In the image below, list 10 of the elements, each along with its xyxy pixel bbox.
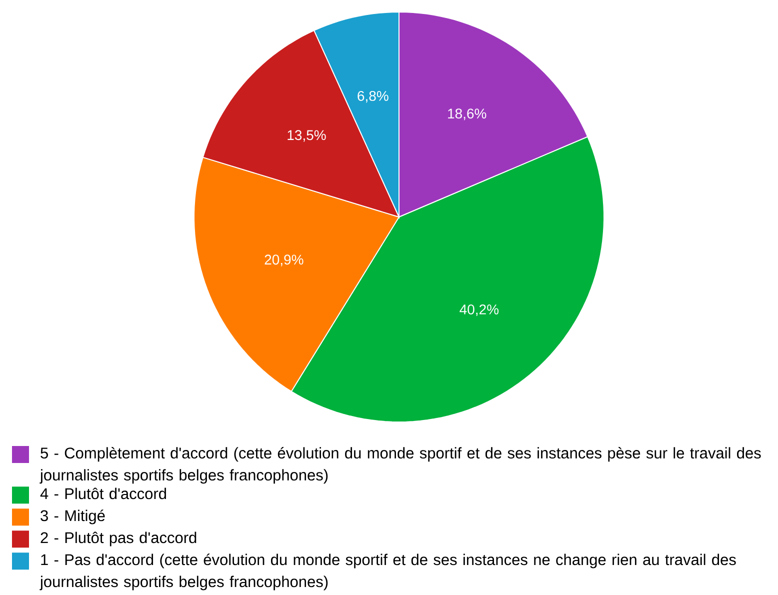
legend-label: 3 - Mitigé <box>40 510 105 524</box>
data-label: 18,6% <box>448 108 486 120</box>
data-label: 40,2% <box>460 304 499 316</box>
legend-label: 2 - Plutôt pas d'accord <box>40 532 196 546</box>
data-label: 13,5% <box>288 130 326 142</box>
legend-label: 5 - Complètement d'accord (cette évolution du monde sportif et de ses instances pèse sur le travail des journalistes sportifs belges francophones) <box>40 446 761 484</box>
legend-label: 4 - Plutôt d'accord <box>40 488 166 500</box>
data-label: 6,8% <box>358 91 388 103</box>
data-label: 20,9% <box>264 254 304 266</box>
legend-label: 1 - Pas d'accord (cette évolution du monde sportif et de ses instances ne change rien au travail des journalistes sportifs belges francophones) <box>40 554 736 590</box>
